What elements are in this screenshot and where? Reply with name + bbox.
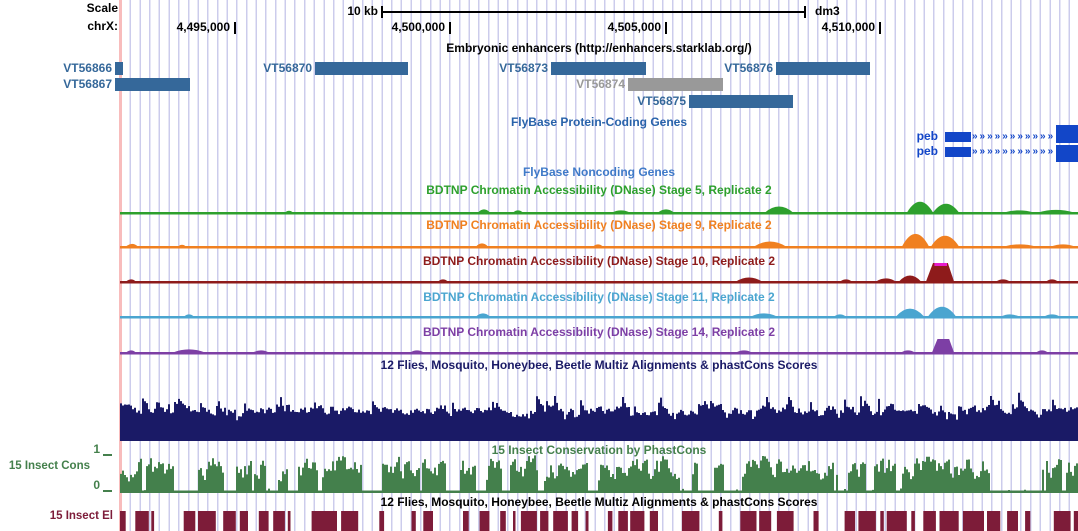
multiz-conservation-histogram[interactable] [120, 372, 1078, 441]
elements-track-left-label: 15 Insect El [49, 510, 113, 522]
ruler-coordinate: 4,495,000 [176, 20, 230, 34]
enhancer-label: VT56873 [499, 61, 548, 75]
ruler-coordinate: 4,500,000 [391, 20, 445, 34]
signal-track-stage9[interactable] [120, 227, 1078, 249]
conserved-elements-track[interactable] [120, 511, 1078, 531]
ruler-coordinate: 4,510,000 [821, 20, 875, 34]
signal-track-title-stage14: BDTNP Chromatin Accessibility (DNase) St… [422, 325, 776, 339]
enhancer-box[interactable] [776, 62, 870, 75]
signal-track-title-stage9: BDTNP Chromatin Accessibility (DNase) St… [426, 218, 772, 232]
gene-label: peb [916, 144, 938, 158]
enhancer-label: VT56867 [63, 77, 112, 91]
signal-track-title-stage10: BDTNP Chromatin Accessibility (DNase) St… [422, 254, 776, 268]
gene-exon-box[interactable] [945, 132, 971, 142]
enhancer-box[interactable] [689, 95, 793, 108]
gene-exon-box[interactable] [945, 147, 971, 157]
strand-arrow-icons: »»»»»»»»»»» [972, 131, 1056, 142]
enhancer-label: VT56876 [724, 61, 773, 75]
enhancer-box[interactable] [551, 62, 646, 75]
signal-track-stage5[interactable] [120, 193, 1078, 215]
signal-track-stage14[interactable] [120, 333, 1078, 355]
ruler-tick [449, 22, 451, 34]
strand-arrow-icons: »»»»»»»»»»» [972, 146, 1056, 157]
scalebar-label: 10 kb [347, 4, 378, 18]
coding-genes-track-title: FlyBase Protein-Coding Genes [510, 115, 688, 129]
gene-exon-box[interactable] [1056, 125, 1078, 143]
multiz-track-title: 12 Flies, Mosquito, Honeybee, Beetle Mul… [380, 358, 818, 372]
enhancer-label: VT56870 [263, 61, 312, 75]
axis-tick [103, 490, 112, 492]
noncoding-genes-track-title: FlyBase Noncoding Genes [522, 165, 676, 179]
enhancer-box[interactable] [115, 62, 123, 75]
gene-label: peb [916, 129, 938, 143]
scalebar-end-tick [381, 6, 383, 18]
enhancer-box[interactable] [628, 78, 723, 91]
gridlines [120, 0, 1078, 531]
ruler-coordinate: 4,505,000 [607, 20, 661, 34]
scale-label: Scale [86, 1, 118, 15]
signal-track-title-stage11: BDTNP Chromatin Accessibility (DNase) St… [423, 290, 775, 304]
signal-track-title-stage5: BDTNP Chromatin Accessibility (DNase) St… [426, 183, 772, 197]
ruler-tick [879, 22, 881, 34]
ruler-tick [665, 22, 667, 34]
enhancers-track-title: Embryonic enhancers (http://enhancers.st… [446, 41, 752, 55]
cursor-guideline [119, 0, 122, 531]
enhancer-box[interactable] [315, 62, 408, 75]
enhancer-label: VT56866 [63, 61, 112, 75]
enhancer-label: VT56874 [576, 77, 625, 91]
multiz-track-title-2: 12 Flies, Mosquito, Honeybee, Beetle Mul… [380, 495, 818, 509]
signal-track-stage11[interactable] [120, 297, 1078, 319]
ruler-tick [234, 22, 236, 34]
scalebar-line [382, 11, 806, 13]
phastcons-track-left-label: 15 Insect Cons [8, 460, 90, 472]
enhancer-label: VT56875 [637, 94, 686, 108]
phastcons-track-title: 15 Insect Conservation by PhastCons [491, 443, 707, 457]
signal-track-stage10[interactable] [120, 262, 1078, 284]
phastcons-axis-max: 1 [93, 442, 100, 456]
gene-exon-box[interactable] [1056, 145, 1078, 162]
scalebar-end-tick [804, 6, 806, 18]
axis-tick [103, 454, 112, 456]
phastcons-axis-min: 0 [93, 478, 100, 492]
assembly-label: dm3 [815, 4, 840, 18]
chromosome-label: chrX: [87, 19, 118, 33]
enhancer-box[interactable] [115, 78, 190, 91]
phastcons-histogram[interactable] [120, 452, 1078, 493]
